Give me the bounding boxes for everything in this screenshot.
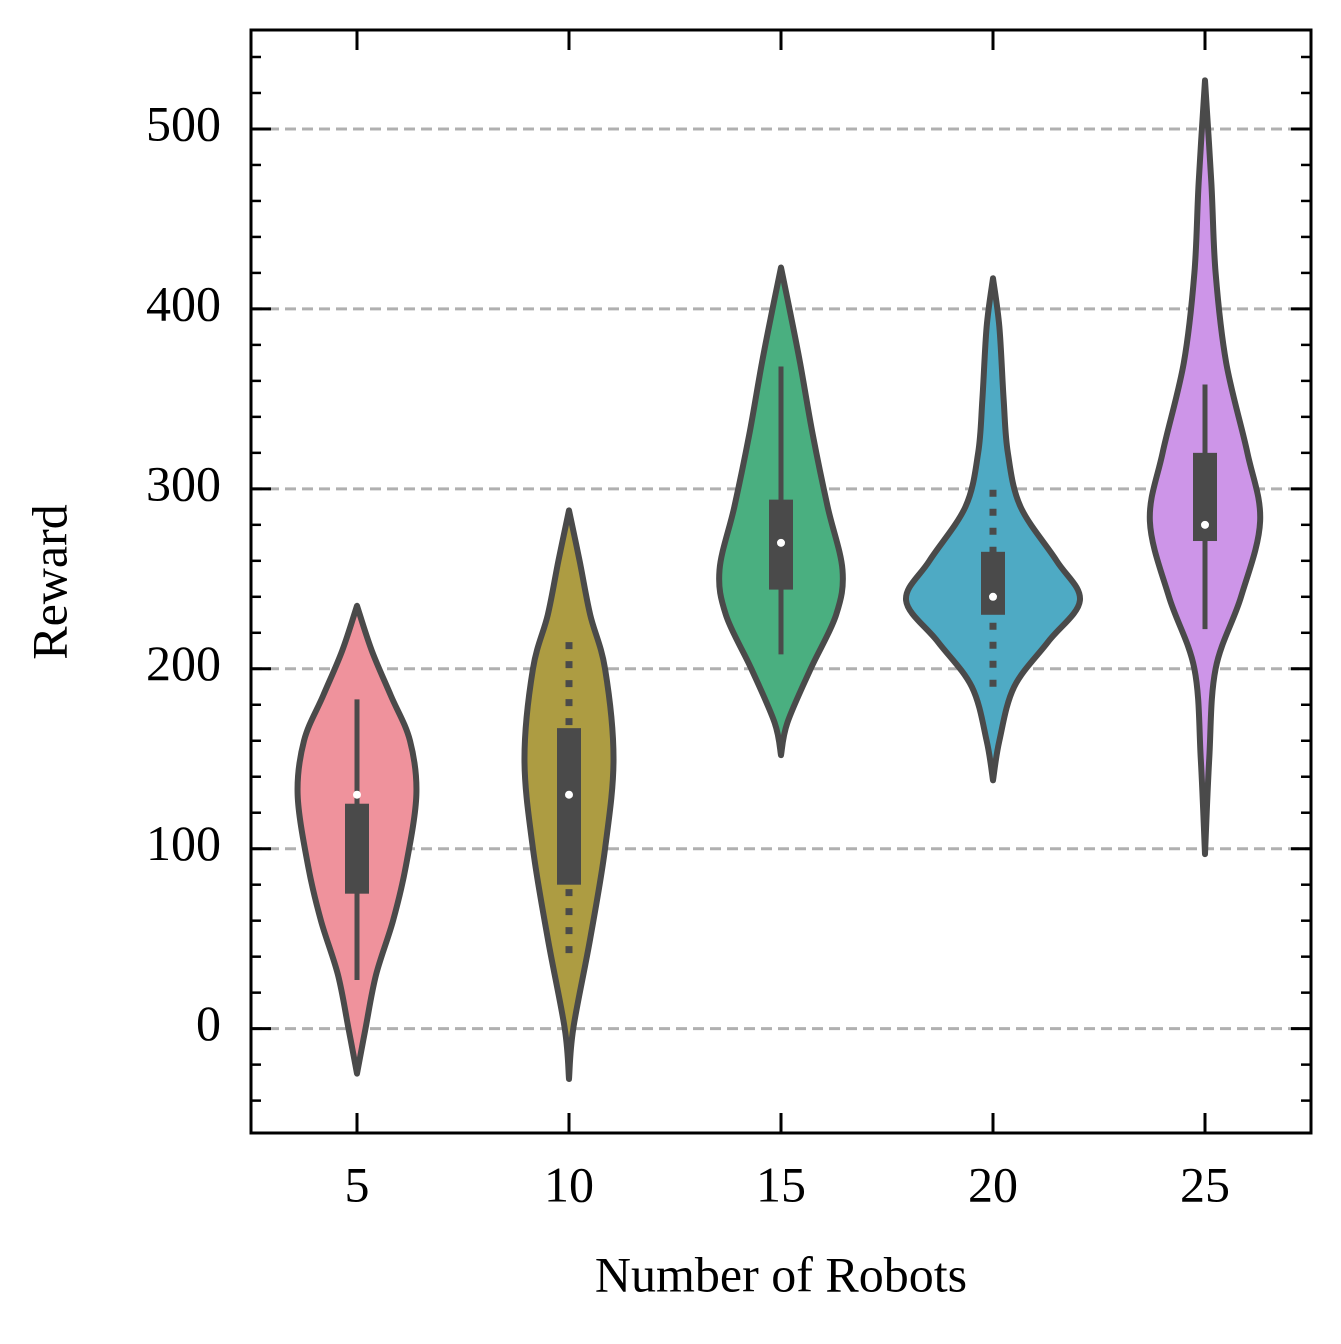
y-tick-label: 400: [146, 275, 221, 331]
box: [557, 728, 581, 885]
x-axis-label: Number of Robots: [595, 1246, 967, 1302]
y-tick-label: 300: [146, 455, 221, 511]
y-tick-label: 0: [196, 995, 221, 1051]
x-tick-label: 25: [1180, 1156, 1230, 1212]
y-axis-label: Reward: [21, 504, 77, 660]
x-tick-label: 5: [345, 1156, 370, 1212]
x-tick-label: 20: [968, 1156, 1018, 1212]
median: [777, 538, 785, 547]
median: [989, 592, 997, 601]
median: [565, 790, 573, 799]
x-tick-label: 10: [544, 1156, 594, 1212]
y-tick-label: 500: [146, 95, 221, 151]
y-tick-label: 100: [146, 815, 221, 871]
plot-frame: [249, 28, 1313, 1135]
median: [353, 790, 361, 799]
box: [981, 551, 1005, 615]
median: [1201, 520, 1209, 529]
x-tick-label: 15: [756, 1156, 806, 1212]
y-tick-label: 200: [146, 635, 221, 691]
box: [345, 803, 369, 894]
